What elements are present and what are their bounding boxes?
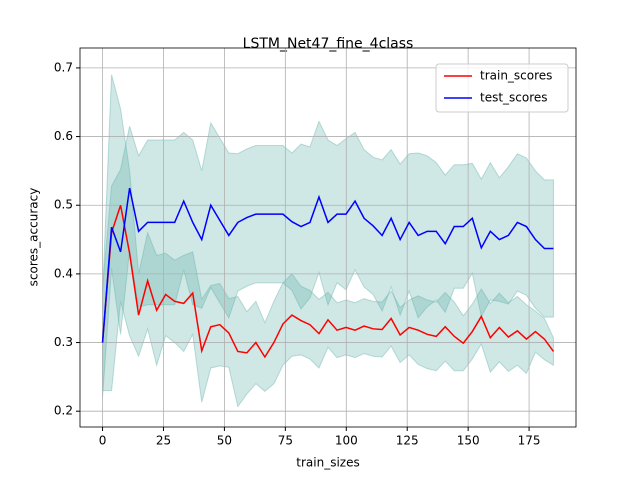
y-tick-label: 0.5 — [54, 198, 73, 212]
std-band — [102, 120, 554, 398]
x-axis-label: train_sizes — [296, 456, 359, 470]
plot-frame — [79, 47, 577, 428]
chart-title: LSTM_Net47_fine_4class — [243, 36, 414, 52]
y-tick-label: 0.7 — [54, 60, 73, 74]
legend-label: train_scores — [480, 69, 552, 83]
y-tick-label: 0.3 — [54, 335, 73, 349]
std-band — [102, 74, 554, 408]
x-tick-label: 75 — [278, 434, 293, 448]
x-tick-label: 25 — [156, 434, 171, 448]
y-axis-label: scores_accuracy — [27, 188, 41, 287]
x-tick-label: 100 — [335, 434, 358, 448]
legend-label: test_scores — [480, 91, 548, 105]
y-tick-label: 0.6 — [54, 129, 73, 143]
y-tick-label: 0.2 — [54, 404, 73, 418]
x-tick-label: 0 — [99, 434, 107, 448]
x-tick-label: 50 — [217, 434, 232, 448]
line — [101, 204, 555, 359]
x-tick-label: 175 — [518, 434, 541, 448]
y-tick-label: 0.4 — [54, 266, 73, 280]
line — [101, 187, 554, 343]
x-tick-label: 125 — [396, 434, 419, 448]
x-tick-label: 150 — [457, 434, 480, 448]
